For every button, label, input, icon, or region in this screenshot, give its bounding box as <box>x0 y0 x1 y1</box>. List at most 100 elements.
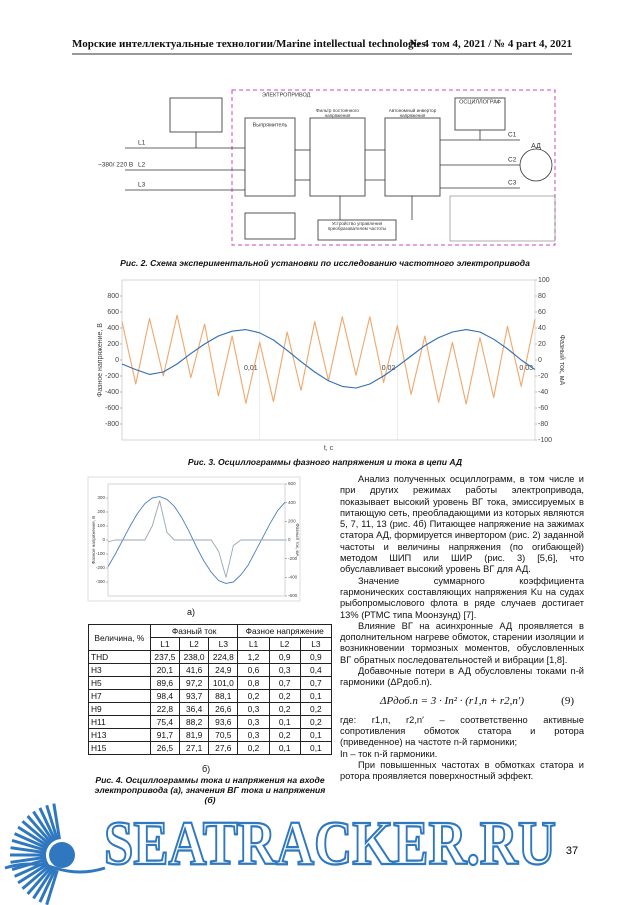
table-cell: 81,9 <box>179 728 210 742</box>
table-cell: 88,1 <box>208 689 239 703</box>
table-cell: 0,1 <box>268 741 301 755</box>
ray <box>13 832 49 850</box>
table-cell: 0,2 <box>237 689 270 703</box>
label: L1 <box>138 140 146 147</box>
y-tick-label: 600 <box>107 309 119 316</box>
table-cell: H11 <box>88 715 151 729</box>
table-cell: 0,1 <box>299 728 333 742</box>
caption: Рис. 2. Схема экспериментальной установк… <box>120 258 530 268</box>
table-cell: 0,7 <box>299 676 333 690</box>
label: C3 <box>508 180 517 187</box>
y-tick-label: 300 <box>97 495 105 500</box>
table-cell: 0,2 <box>268 689 301 703</box>
page-number: 37 <box>566 845 578 857</box>
table-cell: Величина, % <box>88 624 151 651</box>
y2-tick-label: 80 <box>538 293 546 300</box>
series-line <box>107 496 286 584</box>
table-row: H7 98,4 93,7 88,1 0,2 0,2 0,1 <box>88 689 333 703</box>
x-tick-label: 0,03 <box>519 365 533 372</box>
formula-number: (9) <box>561 694 574 707</box>
y-tick-label: -400 <box>105 389 119 396</box>
y2-tick-label: 0 <box>288 537 291 542</box>
ray <box>32 867 55 900</box>
caption: Рис. 3. Осциллограммы фазного напряжения… <box>187 457 463 467</box>
table-cell: 0,8 <box>237 676 270 690</box>
label: Устройство управления преобразователем ч… <box>327 221 387 231</box>
issue: № 4 том 4, 2021 / № 4 part 4, 2021 <box>409 38 572 50</box>
label: Выпрямитель <box>253 122 288 128</box>
table-cell: 97,2 <box>179 676 210 690</box>
y-tick-label: 800 <box>107 293 119 300</box>
caption: Рис. 4. Осциллограммы тока и напряжения … <box>94 775 326 805</box>
figure-frame <box>87 476 301 602</box>
table-cell: 0,2 <box>237 741 270 755</box>
table-cell: 0,2 <box>268 702 301 716</box>
table-cell: L1 <box>149 637 181 651</box>
y2-tick-label: -100 <box>538 437 552 444</box>
text-column: Анализ полученных осциллограмм, в том чи… <box>340 474 584 782</box>
table-cell: 26,6 <box>208 702 239 716</box>
ray <box>17 825 50 848</box>
table-cell: L1 <box>237 637 270 651</box>
table-cell: 0,2 <box>299 702 333 716</box>
table-cell: H13 <box>88 728 151 742</box>
y2-tick-label: 600 <box>288 481 296 486</box>
table-cell: 93,6 <box>208 715 239 729</box>
label: C1 <box>508 132 517 139</box>
table-cell: L2 <box>179 637 210 651</box>
y-tick-label: -100 <box>96 551 106 556</box>
table-row: H3 20,1 41,6 24,9 0,6 0,3 0,4 <box>88 663 333 677</box>
table-row: H9 22,8 36,4 26,6 0,3 0,2 0,2 <box>88 702 333 716</box>
ray <box>45 869 59 905</box>
table-cell: H9 <box>88 702 151 716</box>
table-cell: 22,8 <box>149 702 181 716</box>
panel-label: а) <box>187 607 196 617</box>
table-cell: THD <box>88 650 151 664</box>
ray <box>21 820 51 846</box>
y2-tick-label: -600 <box>288 593 298 598</box>
y2-axis-label: Фазный ток, мА <box>295 523 301 557</box>
table-cell: L3 <box>208 637 239 651</box>
y2-axis-label: Фазный ток, мА <box>558 335 566 386</box>
harmonics-table: Величина, % Фазный ток Фазное напряжение L1… <box>88 624 333 755</box>
table-cell: 26,5 <box>149 741 181 755</box>
ray <box>11 839 48 852</box>
controller-box <box>317 219 397 241</box>
inverter-box <box>384 117 441 197</box>
ray <box>26 815 53 844</box>
table-cell: 0,4 <box>299 663 333 677</box>
label: ЭЛЕКТРОПРИВОД <box>262 92 311 98</box>
table-cell: H3 <box>88 663 151 677</box>
table-cell: 0,3 <box>268 663 301 677</box>
ray <box>45 804 59 841</box>
ray <box>10 855 47 864</box>
paragraph: Добавочные потери в АД обусловлены токам… <box>340 666 584 688</box>
table-cell: 98,4 <box>149 689 181 703</box>
y-tick-label: -200 <box>96 565 106 570</box>
wave <box>4 862 106 874</box>
table-cell: 88,2 <box>179 715 210 729</box>
table-cell: L2 <box>268 637 301 651</box>
ray <box>17 862 50 885</box>
y-tick-label: -600 <box>105 405 119 412</box>
table-cell: 91,7 <box>149 728 181 742</box>
x-tick-label: 0,02 <box>382 365 396 372</box>
control-panel-box <box>244 212 296 240</box>
y-tick-label: -800 <box>105 421 119 428</box>
y2-tick-label: 200 <box>288 519 296 524</box>
table-cell: 0,6 <box>237 663 270 677</box>
table-cell: 0,9 <box>299 650 333 664</box>
y2-tick-label: 0 <box>538 357 542 364</box>
y2-tick-label: -40 <box>538 389 548 396</box>
table-cell: 27,1 <box>179 741 210 755</box>
y2-tick-label: 40 <box>538 325 546 332</box>
ray <box>10 846 47 855</box>
y-tick-label: 200 <box>97 509 105 514</box>
formula: ΔPдоб.n = 3 · In² · (r1,n + r2,n′) (9) <box>340 689 584 715</box>
table-cell: 224,8 <box>208 650 239 664</box>
table-cell: 1,2 <box>237 650 270 664</box>
paragraph: Значение суммарного коэффициента гармони… <box>340 575 584 620</box>
journal-title: Морские интеллектуальные технологии/Mari… <box>72 38 426 50</box>
table-cell: 0,1 <box>268 715 301 729</box>
table-row: THD 237,5 238,0 224,8 1,2 0,9 0,9 <box>88 650 333 664</box>
